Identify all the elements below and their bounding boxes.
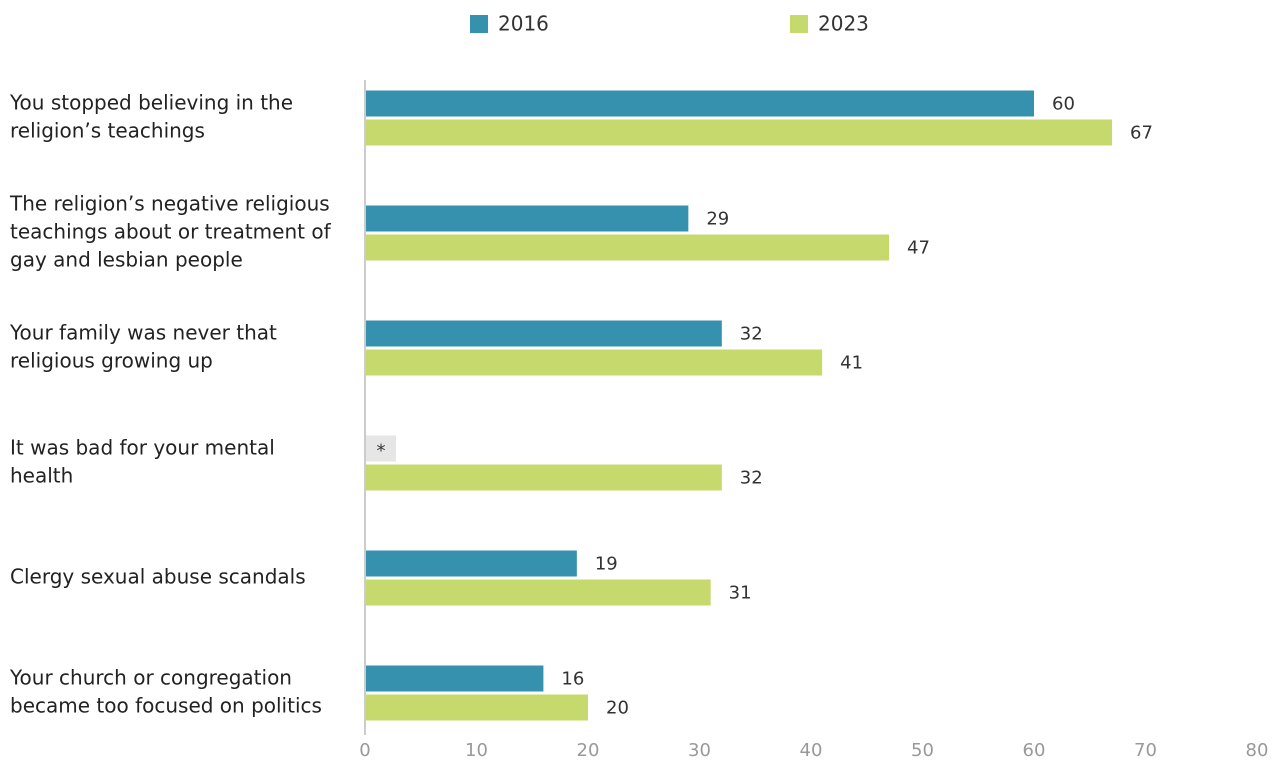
bar (366, 119, 1113, 146)
value-label: 60 (1052, 94, 1075, 115)
missing-label: * (377, 441, 386, 462)
bar (366, 464, 722, 491)
value-label: 32 (740, 324, 763, 345)
value-label: 29 (706, 209, 729, 230)
value-label: 67 (1130, 123, 1153, 144)
category-label: Clergy sexual abuse scandals (10, 565, 306, 589)
x-tick-label: 70 (1134, 740, 1157, 761)
category-label: health (10, 464, 73, 488)
x-tick-label: 20 (577, 740, 600, 761)
x-tick-label: 0 (359, 740, 370, 761)
bar (366, 205, 689, 232)
value-label: 20 (606, 698, 629, 719)
category-label: Your church or congregation (9, 666, 292, 690)
bar (366, 665, 544, 692)
category-label: It was bad for your mental (10, 436, 275, 460)
x-tick-label: 60 (1023, 740, 1046, 761)
bar (366, 234, 890, 261)
category-label: gay and lesbian people (10, 248, 243, 272)
value-label: 19 (595, 554, 618, 575)
value-label: 41 (840, 353, 863, 374)
bar (366, 320, 722, 347)
x-tick-label: 10 (465, 740, 488, 761)
value-label: 47 (907, 238, 930, 259)
category-label: religion’s teachings (10, 119, 205, 143)
x-tick-label: 40 (800, 740, 823, 761)
x-tick-label: 30 (688, 740, 711, 761)
bar (366, 550, 577, 577)
value-label: 32 (740, 468, 763, 489)
missing-box (366, 435, 396, 462)
bar (366, 90, 1034, 117)
value-label: 16 (561, 669, 584, 690)
category-label: You stopped believing in the (9, 91, 293, 115)
bar (366, 579, 711, 606)
legend-swatch (470, 15, 488, 33)
bar (366, 349, 823, 376)
x-tick-label: 50 (911, 740, 934, 761)
legend-label: 2016 (498, 12, 549, 36)
category-label: Your family was never that (9, 321, 277, 345)
category-label: teachings about or treatment of (10, 220, 332, 244)
category-label: became too focused on politics (10, 694, 322, 718)
legend-swatch (790, 15, 808, 33)
x-tick-label: 80 (1246, 740, 1269, 761)
value-label: 31 (729, 583, 752, 604)
legend-label: 2023 (818, 12, 869, 36)
category-label: The religion’s negative religious (9, 192, 330, 216)
bar (366, 694, 588, 721)
category-label: religious growing up (10, 349, 213, 373)
